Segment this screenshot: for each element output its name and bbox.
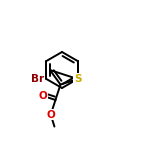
Text: S: S bbox=[74, 74, 81, 84]
Text: O: O bbox=[38, 91, 47, 101]
Text: Br: Br bbox=[31, 74, 44, 84]
Text: O: O bbox=[46, 110, 55, 119]
